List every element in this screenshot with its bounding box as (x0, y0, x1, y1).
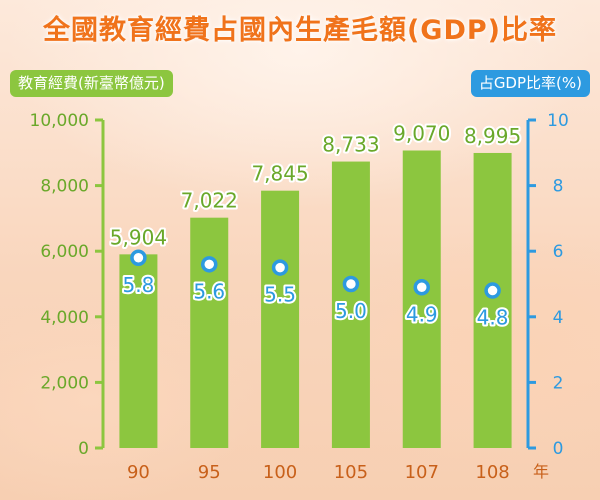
right-axis-tick-label: 0 (553, 439, 564, 459)
x-axis-category-label: 90 (127, 462, 150, 483)
right-axis-legend: 占GDP比率(%) (470, 70, 590, 97)
chart-title: 全國教育經費占國內生產毛額(GDP)比率 (42, 15, 558, 46)
x-axis-category-label: 108 (475, 462, 509, 483)
left-axis-tick-label: 8,000 (40, 177, 89, 197)
bar (402, 150, 441, 448)
right-axis-tick-label: 2 (553, 373, 564, 393)
ratio-point (201, 256, 218, 273)
ratio-value-label: 5.5 (264, 283, 296, 307)
bar (473, 152, 512, 449)
left-axis-tick-label: 4,000 (40, 308, 89, 328)
x-axis-category-label: 107 (405, 462, 439, 483)
right-axis-tick-label: 10 (547, 111, 569, 131)
bar (261, 190, 300, 448)
bar (331, 161, 370, 448)
right-axis-tick-label: 4 (553, 308, 564, 328)
right-axis-tick-label: 8 (553, 177, 564, 197)
ratio-value-label: 5.6 (193, 279, 225, 303)
ratio-point (342, 275, 360, 293)
left-axis-tick-label: 10,000 (30, 111, 89, 131)
ratio-point (271, 259, 289, 276)
bar-value-label: 8,733 (322, 133, 379, 157)
ratio-value-label: 4.9 (406, 302, 438, 326)
bar-value-label: 9,070 (393, 122, 450, 146)
ratio-point (484, 282, 501, 299)
left-axis-tick-label: 6,000 (40, 242, 89, 262)
bar-value-label: 8,995 (464, 124, 521, 148)
bar (119, 254, 158, 448)
bar-value-label: 7,022 (181, 189, 238, 213)
x-axis-unit-label: 年 (533, 462, 549, 481)
bar-value-label: 7,845 (251, 162, 308, 186)
left-axis-tick-label: 2,000 (40, 373, 89, 393)
ratio-point (413, 279, 430, 296)
bar-value-label: 5,904 (110, 225, 167, 249)
ratio-value-label: 5.0 (335, 299, 367, 323)
ratio-value-label: 4.8 (477, 306, 509, 330)
left-axis-legend: 教育經費(新臺幣億元) (10, 70, 173, 97)
right-axis-tick-label: 6 (553, 242, 564, 262)
x-axis-category-label: 105 (334, 462, 368, 483)
ratio-value-label: 5.8 (123, 273, 155, 297)
x-axis-category-label: 95 (198, 462, 221, 483)
x-axis-category-label: 100 (263, 462, 297, 483)
ratio-point (130, 249, 147, 267)
bar (190, 217, 229, 448)
left-axis-tick-label: 0 (78, 439, 89, 459)
